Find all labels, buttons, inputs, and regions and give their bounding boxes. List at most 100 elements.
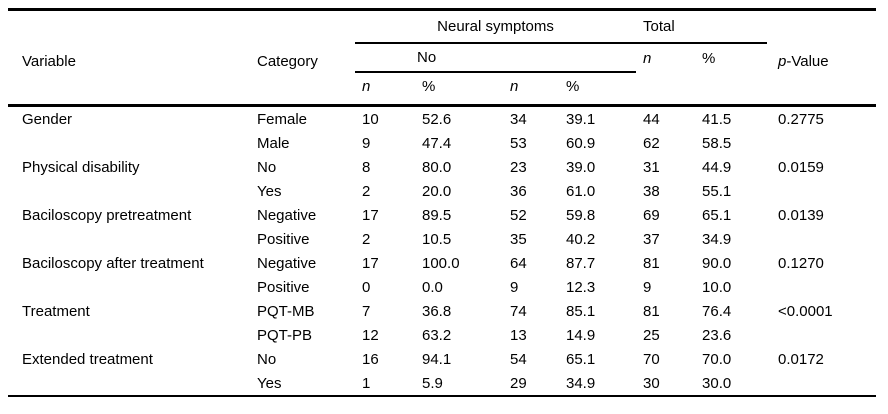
- cell-total-n: 37: [643, 230, 660, 248]
- cell-neural-no-pct: 100.0: [422, 254, 460, 272]
- cell-neural-n2: 29: [510, 374, 527, 392]
- cell-neural-no-n: 9: [362, 134, 371, 152]
- cell-neural-n2: 34: [510, 110, 527, 128]
- cell-p-value: [771, 275, 876, 299]
- cell-neural-n2: 53: [510, 134, 527, 152]
- cell-p-value: [771, 323, 876, 347]
- cell-neural-no-pct: 36.8: [422, 302, 452, 320]
- cell-total-n: 38: [643, 182, 660, 200]
- cell-neural-pct2: 12.3: [566, 278, 596, 296]
- cell-neural-no-n: 10: [362, 110, 379, 128]
- table-row: Gender Female 10 52.6 34 39.1 44 41.5 0.2775: [8, 107, 876, 131]
- table-row: Positive 0 0.0 9 12.3 9 10.0: [8, 275, 876, 299]
- cell-neural-n2: 13: [510, 326, 527, 344]
- cell-total-n: 69: [643, 206, 660, 224]
- cell-neural-n2: 23: [510, 158, 527, 176]
- table-row: Treatment PQT-MB 7 36.8 74 85.1 81 76.4 <0.0001: [8, 299, 876, 323]
- cell-variable: [8, 179, 250, 203]
- cell-neural-n2: 9: [510, 278, 519, 296]
- cell-category: Yes: [257, 182, 282, 200]
- header-neural-no-n: n: [355, 73, 415, 107]
- table-header: Variable Category Neural symptoms Total …: [8, 11, 877, 107]
- cell-neural-pct2: 14.9: [566, 326, 596, 344]
- header-neural-symptoms-label: Neural symptoms: [355, 11, 637, 44]
- header-row-3: n % n %: [8, 73, 876, 107]
- cell-total-pct: 58.5: [702, 134, 732, 152]
- cell-total-pct: 41.5: [702, 110, 732, 128]
- cell-neural-n2: 36: [510, 182, 527, 200]
- cell-category: No: [257, 158, 277, 176]
- cell-total-n: 30: [643, 374, 660, 392]
- cell-total-n: 81: [643, 254, 660, 272]
- cell-neural-pct2: 60.9: [566, 134, 596, 152]
- cell-total-pct: 76.4: [702, 302, 732, 320]
- cell-p-value: 0.0159: [778, 158, 824, 176]
- cell-neural-pct2: 61.0: [566, 182, 596, 200]
- header-total-label: Total: [636, 11, 768, 44]
- cell-neural-pct2: 87.7: [566, 254, 596, 272]
- cell-neural-no-n: 1: [362, 374, 371, 392]
- cell-p-value: 0.1270: [778, 254, 824, 272]
- cell-total-pct: 44.9: [702, 158, 732, 176]
- header-total-group: Total: [636, 11, 771, 44]
- table-row: Extended treatment No 16 94.1 54 65.1 70 70.0 0.…: [8, 347, 876, 371]
- cell-neural-no-n: 2: [362, 182, 371, 200]
- cell-variable: [8, 227, 250, 251]
- cell-neural-pct2: 39.1: [566, 110, 596, 128]
- table-body: Gender Female 10 52.6 34 39.1 44 41.5 0.2775 Male…: [8, 107, 876, 395]
- cell-category: PQT-PB: [257, 326, 313, 344]
- cell-variable: Physical disability: [22, 158, 140, 176]
- header-p-value-rest: -Value: [786, 53, 829, 70]
- cell-neural-no-pct: 47.4: [422, 134, 452, 152]
- cell-total-pct: 65.1: [702, 206, 732, 224]
- header-neural-no-label: No: [355, 44, 637, 73]
- header-neural-n2: n: [503, 73, 559, 107]
- cell-neural-no-pct: 10.5: [422, 230, 452, 248]
- cell-total-pct: 55.1: [702, 182, 732, 200]
- table-row: Baciloscopy pretreatment Negative 17 89.5 52…: [8, 203, 876, 227]
- cell-p-value: 0.0139: [778, 206, 824, 224]
- table-row: Physical disability No 8 80.0 23 39.0 31 44.9 0.…: [8, 155, 876, 179]
- table-row: Yes 1 5.9 29 34.9 30 30.0: [8, 371, 876, 395]
- cell-total-pct: 90.0: [702, 254, 732, 272]
- header-p-value-italic: p: [778, 53, 787, 70]
- cell-neural-no-n: 2: [362, 230, 371, 248]
- cell-total-n: 81: [643, 302, 660, 320]
- header-neural-no-group: No: [355, 44, 637, 73]
- header-neural-symptoms-group: Neural symptoms: [355, 11, 637, 44]
- header-neural-pct2: %: [559, 73, 637, 107]
- cell-category: No: [257, 350, 277, 368]
- cell-neural-pct2: 65.1: [566, 350, 596, 368]
- cell-variable: [8, 275, 250, 299]
- cell-neural-no-n: 12: [362, 326, 379, 344]
- header-total-pct: %: [702, 50, 716, 67]
- cell-total-pct: 23.6: [702, 326, 732, 344]
- cell-neural-no-pct: 80.0: [422, 158, 452, 176]
- cell-total-n: 70: [643, 350, 660, 368]
- cell-neural-no-pct: 20.0: [422, 182, 452, 200]
- cell-variable: Baciloscopy pretreatment: [22, 206, 192, 224]
- header-category: Category: [250, 11, 355, 107]
- cell-variable: [8, 371, 250, 395]
- cell-neural-no-n: 8: [362, 158, 371, 176]
- cell-neural-no-n: 7: [362, 302, 371, 320]
- cell-neural-no-pct: 89.5: [422, 206, 452, 224]
- cell-variable: Treatment: [22, 302, 90, 320]
- cell-p-value: [771, 371, 876, 395]
- cell-total-pct: 34.9: [702, 230, 732, 248]
- cell-total-n: 9: [643, 278, 652, 296]
- cell-neural-no-n: 0: [362, 278, 371, 296]
- cell-neural-n2: 74: [510, 302, 527, 320]
- cell-neural-n2: 35: [510, 230, 527, 248]
- cell-neural-pct2: 59.8: [566, 206, 596, 224]
- header-spacer-total-pct: [695, 73, 772, 107]
- cell-variable: Gender: [22, 110, 73, 128]
- table-row: Baciloscopy after treatment Negative 17 100…: [8, 251, 876, 275]
- cell-total-n: 44: [643, 110, 660, 128]
- cell-category: Positive: [257, 230, 310, 248]
- cell-neural-no-n: 17: [362, 254, 379, 272]
- cell-p-value: 0.0172: [778, 350, 824, 368]
- header-p-value: p-Value: [771, 11, 877, 107]
- cell-neural-no-n: 17: [362, 206, 379, 224]
- cell-variable: Baciloscopy after treatment: [22, 254, 204, 272]
